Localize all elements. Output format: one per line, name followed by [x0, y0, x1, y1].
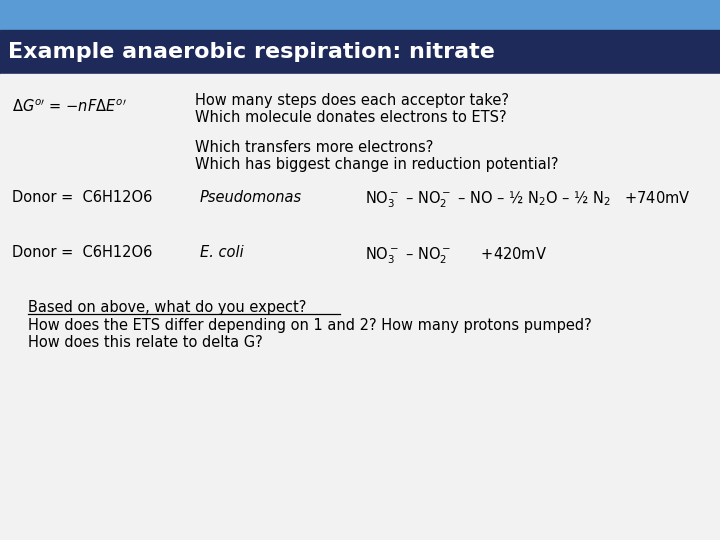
Text: NO$_3^-$ – NO$_2^-$      +420mV: NO$_3^-$ – NO$_2^-$ +420mV	[365, 245, 547, 266]
Text: $\Delta G^{o\prime}$ = $-nF\Delta E^{o\prime}$: $\Delta G^{o\prime}$ = $-nF\Delta E^{o\p…	[12, 98, 127, 114]
Bar	[0, 0, 720, 30]
Bar	[0, 30, 720, 74]
Text: Donor =  C6H12O6: Donor = C6H12O6	[12, 245, 153, 260]
Text: Donor =  C6H12O6: Donor = C6H12O6	[12, 190, 153, 205]
Text: Pseudomonas: Pseudomonas	[200, 190, 302, 205]
Text: Which transfers more electrons?: Which transfers more electrons?	[195, 140, 433, 155]
Bar	[0, 74, 720, 540]
Text: How many steps does each acceptor take?: How many steps does each acceptor take?	[195, 93, 509, 108]
Text: How does this relate to delta G?: How does this relate to delta G?	[28, 335, 263, 350]
Text: How does the ETS differ depending on 1 and 2? How many protons pumped?: How does the ETS differ depending on 1 a…	[28, 318, 592, 333]
Text: NO$_3^-$ – NO$_2^-$ – NO – ½ N$_2$O – ½ N$_2$   +740mV: NO$_3^-$ – NO$_2^-$ – NO – ½ N$_2$O – ½ …	[365, 190, 690, 211]
Text: Which has biggest change in reduction potential?: Which has biggest change in reduction po…	[195, 157, 559, 172]
Text: E. coli: E. coli	[200, 245, 244, 260]
Text: Example anaerobic respiration: nitrate: Example anaerobic respiration: nitrate	[8, 42, 495, 62]
Text: Which molecule donates electrons to ETS?: Which molecule donates electrons to ETS?	[195, 110, 507, 125]
Text: Based on above, what do you expect?: Based on above, what do you expect?	[28, 300, 307, 315]
